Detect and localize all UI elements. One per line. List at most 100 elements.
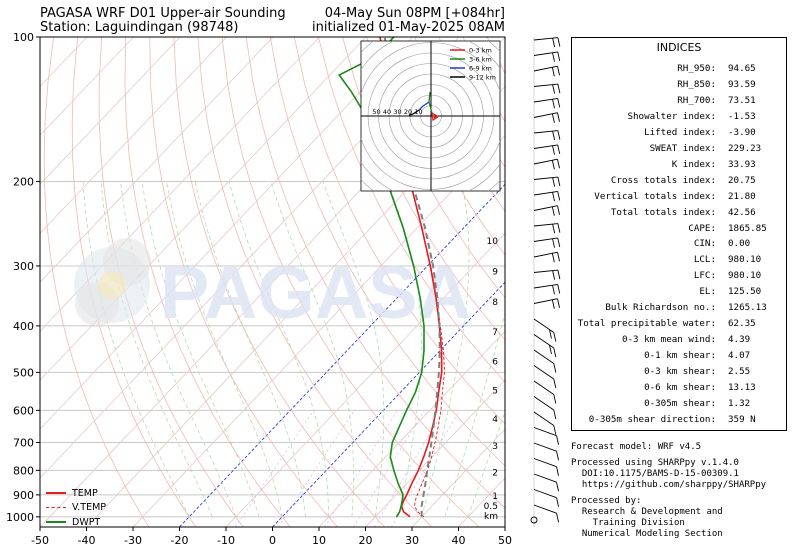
height-tick-label: 10 bbox=[487, 237, 499, 247]
index-row: RH_700: 73.51 bbox=[572, 95, 786, 107]
wind-barb bbox=[533, 97, 561, 109]
index-value: 359 N bbox=[728, 413, 756, 425]
x-tick-label: 30 bbox=[405, 534, 419, 547]
dry-adiabat bbox=[366, 37, 505, 299]
profile-vtemp bbox=[414, 265, 445, 518]
mixing-ratio-line bbox=[324, 410, 398, 527]
indices-panel: INDICES RH_950: 94.65 RH_850: 93.59 RH_700: 7… bbox=[571, 37, 787, 431]
moist-adiabat bbox=[270, 181, 354, 517]
y-tick-label: 500 bbox=[13, 366, 34, 379]
index-row: Lifted index: -3.90 bbox=[572, 127, 786, 139]
wind-barb bbox=[533, 269, 561, 280]
index-row: Showalter index: -1.53 bbox=[572, 111, 786, 123]
init-time: initialized 01-May-2025 08AM bbox=[311, 20, 505, 35]
index-value: 93.59 bbox=[728, 78, 756, 90]
legend-item-dwpt: DWPT bbox=[46, 515, 106, 530]
index-name: RH_850: bbox=[677, 78, 716, 90]
x-tick-label: -30 bbox=[124, 534, 142, 547]
index-value: 20.75 bbox=[728, 174, 756, 186]
index-row: EL: 125.50 bbox=[572, 286, 786, 298]
index-value: 21.80 bbox=[728, 190, 756, 202]
legend-label: TEMP bbox=[72, 487, 98, 499]
height-tick-label: 2 bbox=[492, 468, 498, 478]
moist-adiabat bbox=[141, 181, 260, 517]
isotherm-line bbox=[40, 37, 227, 234]
y-tick-label: 200 bbox=[13, 175, 34, 188]
y-tick-label: 800 bbox=[13, 464, 34, 477]
y-tick-label: 1000 bbox=[6, 511, 34, 524]
wind-barb bbox=[533, 176, 561, 187]
wind-barb bbox=[533, 396, 557, 420]
index-row: Total totals index: 42.56 bbox=[572, 207, 786, 219]
index-name: Total totals index: bbox=[610, 206, 716, 218]
index-name: 0-1 km shear: bbox=[644, 350, 716, 362]
wind-barb bbox=[533, 144, 561, 155]
index-value: 0.00 bbox=[728, 238, 751, 250]
index-name: 0-6 km shear: bbox=[644, 382, 716, 393]
wind-barb bbox=[533, 458, 559, 476]
x-tick-label: 0 bbox=[269, 534, 276, 547]
index-row: Bulk Richardson no.: 1265.13 bbox=[572, 302, 786, 314]
index-value: 4.39 bbox=[728, 334, 751, 346]
wind-barb bbox=[533, 349, 557, 373]
indices-title: INDICES bbox=[656, 41, 702, 54]
index-name: Showalter index: bbox=[627, 110, 716, 122]
index-row: RH_850: 93.59 bbox=[572, 79, 786, 91]
height-tick-label: 0.5 bbox=[484, 502, 498, 512]
x-tick-label: 50 bbox=[498, 534, 512, 547]
index-value: 2.55 bbox=[728, 366, 751, 378]
y-tick-label: 700 bbox=[13, 437, 34, 450]
moist-adiabat bbox=[421, 181, 470, 517]
index-row: 0-1 km shear: 4.07 bbox=[572, 350, 786, 362]
index-name: LCL: bbox=[693, 254, 716, 266]
wind-barb bbox=[533, 130, 561, 141]
index-name: CIN: bbox=[693, 238, 716, 250]
height-tick-label: 5 bbox=[492, 386, 498, 396]
index-value: 980.10 bbox=[728, 254, 762, 266]
moist-adiabat bbox=[100, 181, 213, 517]
index-row: 0-3 km shear: 2.55 bbox=[572, 366, 786, 378]
index-value: 229.23 bbox=[728, 142, 762, 154]
index-name: EL: bbox=[699, 286, 716, 298]
index-value: 94.65 bbox=[728, 63, 756, 74]
index-name: LFC: bbox=[693, 270, 716, 282]
index-row: RH_950: 94.65 bbox=[572, 63, 786, 75]
x-tick-label: 10 bbox=[312, 534, 326, 547]
hodograph-legend-label: 3-6 km bbox=[469, 56, 492, 64]
index-row: Vertical totals index: 21.80 bbox=[572, 191, 786, 203]
index-row: Cross totals index: 20.75 bbox=[572, 175, 786, 187]
index-name: Bulk Richardson no.: bbox=[605, 302, 716, 314]
index-row: CAPE: 1865.85 bbox=[572, 223, 786, 235]
legend-label: V.TEMP bbox=[72, 502, 107, 514]
wind-barb bbox=[533, 51, 561, 62]
chart-title: PAGASA WRF D01 Upper-air Sounding bbox=[40, 6, 286, 21]
height-unit-label: km bbox=[484, 512, 498, 522]
wind-barb bbox=[533, 112, 560, 123]
index-name: 0-305m shear: bbox=[644, 397, 716, 409]
wind-barb bbox=[533, 298, 560, 309]
index-value: -3.90 bbox=[728, 126, 756, 138]
index-value: -1.53 bbox=[728, 110, 756, 122]
moist-adiabat bbox=[467, 410, 505, 517]
dry-adiabat bbox=[221, 37, 480, 527]
x-tick-label: 20 bbox=[359, 534, 373, 547]
height-tick-label: 7 bbox=[492, 328, 498, 338]
legend-item-temp: TEMP bbox=[46, 486, 106, 501]
isotherm-line bbox=[272, 281, 505, 527]
isotherm-line bbox=[40, 37, 413, 430]
isotherm-line bbox=[179, 183, 505, 527]
height-tick-label: 8 bbox=[492, 298, 498, 308]
index-row: 0-305m shear: 1.32 bbox=[572, 398, 786, 410]
index-name: Vertical totals index: bbox=[594, 190, 716, 202]
index-name: 0-3 km mean wind: bbox=[621, 334, 716, 346]
footer-url: https://github.com/sharppy/SHARPpy bbox=[571, 480, 767, 490]
hodograph-legend-label: 9-12 km bbox=[469, 74, 496, 82]
isotherm-line bbox=[132, 134, 505, 527]
x-tick-label: -10 bbox=[217, 534, 235, 547]
dry-adiabat bbox=[390, 37, 505, 256]
moist-adiabat bbox=[322, 181, 385, 517]
wind-barb bbox=[533, 318, 557, 342]
station-label: Station: Laguindingan (98748) bbox=[40, 20, 239, 35]
moist-adiabat bbox=[228, 181, 330, 517]
